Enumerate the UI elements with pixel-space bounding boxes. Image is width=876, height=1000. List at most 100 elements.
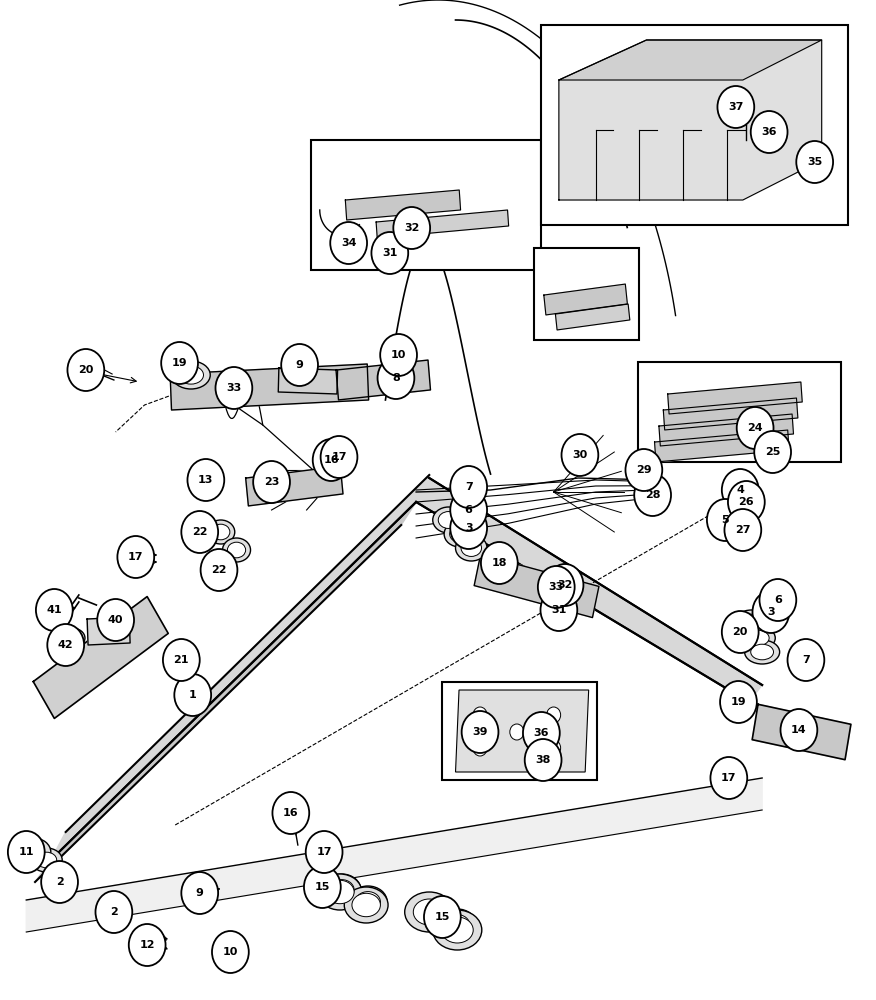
Text: 3: 3 [465, 523, 472, 533]
Polygon shape [26, 778, 762, 932]
Text: 17: 17 [331, 452, 347, 462]
Text: 25: 25 [765, 447, 781, 457]
Ellipse shape [433, 910, 482, 950]
Circle shape [462, 711, 498, 753]
Circle shape [450, 466, 487, 508]
Circle shape [540, 589, 577, 631]
Text: 1: 1 [189, 690, 196, 700]
Circle shape [424, 896, 461, 938]
Ellipse shape [751, 644, 774, 660]
Polygon shape [51, 475, 429, 860]
Ellipse shape [746, 630, 769, 646]
Circle shape [473, 707, 487, 723]
Circle shape [67, 349, 104, 391]
Circle shape [281, 344, 318, 386]
Text: 20: 20 [732, 627, 748, 637]
Circle shape [163, 639, 200, 681]
Ellipse shape [22, 843, 45, 861]
Circle shape [272, 792, 309, 834]
Ellipse shape [740, 614, 763, 630]
Circle shape [737, 407, 774, 449]
Circle shape [8, 831, 45, 873]
Text: 31: 31 [382, 248, 398, 258]
Bar [638, 362, 841, 462]
Text: 32: 32 [557, 580, 573, 590]
Text: 13: 13 [198, 475, 214, 485]
Text: 23: 23 [264, 477, 279, 487]
Text: 35: 35 [807, 157, 823, 167]
Polygon shape [170, 364, 369, 410]
Ellipse shape [745, 640, 780, 664]
Polygon shape [376, 210, 509, 238]
Ellipse shape [449, 526, 470, 542]
Polygon shape [345, 190, 461, 220]
Ellipse shape [352, 893, 380, 917]
Circle shape [378, 357, 414, 399]
Circle shape [481, 542, 518, 584]
Ellipse shape [421, 900, 446, 920]
Circle shape [313, 439, 350, 481]
Text: 6: 6 [774, 595, 781, 605]
Ellipse shape [445, 915, 470, 935]
Text: 15: 15 [434, 912, 450, 922]
Ellipse shape [179, 366, 203, 384]
Text: 32: 32 [404, 223, 420, 233]
Polygon shape [279, 368, 337, 394]
Circle shape [174, 674, 211, 716]
Circle shape [181, 511, 218, 553]
Circle shape [187, 459, 224, 501]
Text: 33: 33 [548, 582, 564, 592]
Ellipse shape [63, 632, 81, 645]
Ellipse shape [207, 520, 235, 544]
Text: 42: 42 [58, 640, 74, 650]
Circle shape [97, 599, 134, 641]
Circle shape [562, 434, 598, 476]
Circle shape [201, 549, 237, 591]
Text: 2: 2 [56, 877, 63, 887]
Text: 17: 17 [128, 552, 144, 562]
Circle shape [754, 431, 791, 473]
Circle shape [710, 757, 747, 799]
Circle shape [720, 681, 757, 723]
Circle shape [717, 86, 754, 128]
Polygon shape [544, 284, 627, 315]
Text: 7: 7 [802, 655, 809, 665]
Text: 27: 27 [735, 525, 751, 535]
Circle shape [47, 624, 84, 666]
Bar [541, 25, 848, 225]
Text: 6: 6 [465, 505, 472, 515]
Ellipse shape [456, 535, 487, 561]
Text: 10: 10 [391, 350, 406, 360]
Circle shape [321, 436, 357, 478]
Polygon shape [654, 430, 789, 462]
Polygon shape [33, 597, 168, 718]
Circle shape [95, 891, 132, 933]
Text: 21: 21 [173, 655, 189, 665]
Text: 14: 14 [791, 725, 807, 735]
Ellipse shape [326, 880, 354, 904]
Ellipse shape [413, 899, 445, 925]
Ellipse shape [172, 361, 210, 389]
Text: 19: 19 [731, 697, 746, 707]
Circle shape [634, 474, 671, 516]
Polygon shape [559, 40, 822, 200]
Text: 38: 38 [535, 755, 551, 765]
Ellipse shape [322, 874, 361, 906]
Polygon shape [555, 304, 630, 330]
Circle shape [117, 536, 154, 578]
Circle shape [380, 334, 417, 376]
Circle shape [306, 831, 343, 873]
Text: 28: 28 [645, 490, 661, 500]
Bar [311, 140, 541, 270]
Ellipse shape [740, 626, 775, 650]
Ellipse shape [461, 540, 482, 556]
Text: 8: 8 [392, 373, 399, 383]
Ellipse shape [349, 886, 387, 918]
Text: 24: 24 [747, 423, 763, 433]
Polygon shape [752, 704, 851, 760]
Circle shape [525, 739, 562, 781]
Circle shape [371, 232, 408, 274]
Circle shape [161, 342, 198, 384]
Circle shape [212, 931, 249, 973]
Circle shape [393, 207, 430, 249]
